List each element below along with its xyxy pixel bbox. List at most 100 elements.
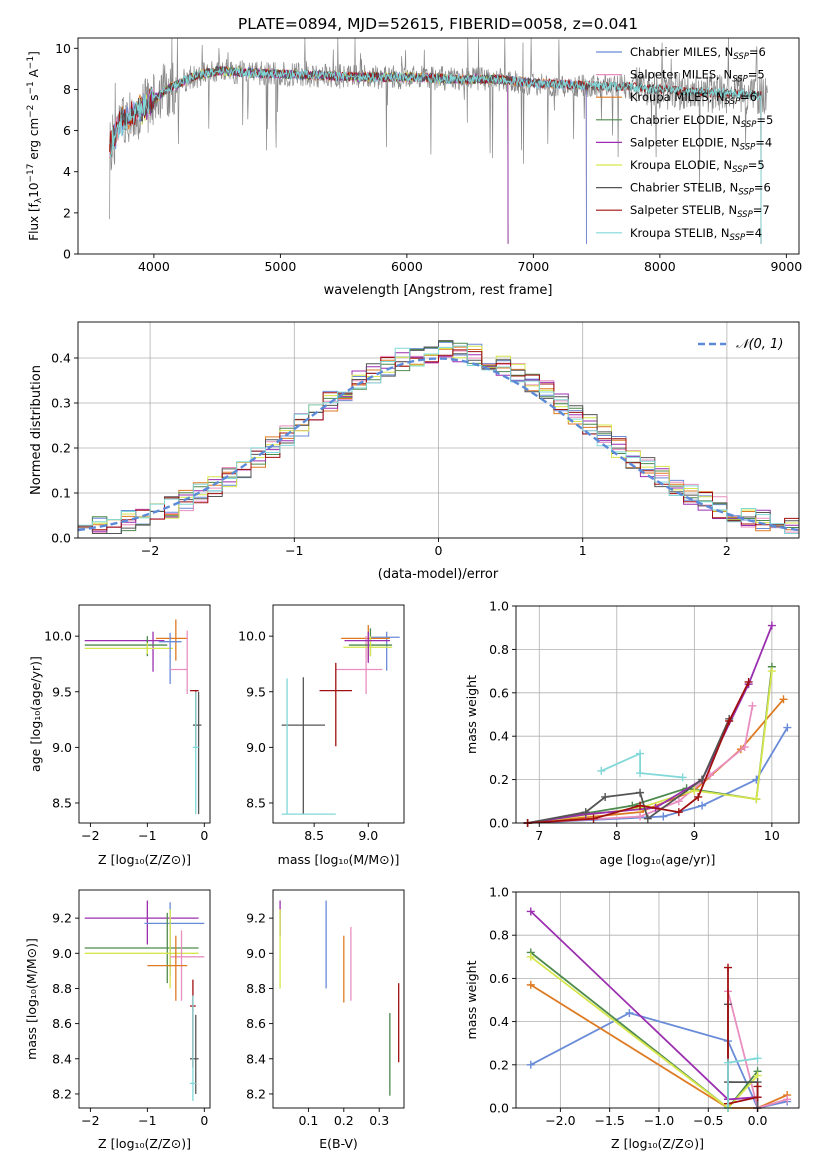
xtick-label: 10 <box>764 828 780 843</box>
mass-weight-marker <box>526 952 535 961</box>
mass-weight-line <box>600 752 683 779</box>
observed-spectrum <box>109 37 768 220</box>
panel-xlabel: age [log₁₀(age/yr)] <box>600 852 716 867</box>
spectrum-ytick-label: 0 <box>63 247 71 262</box>
residuals-ytick-label: 0.2 <box>51 441 71 456</box>
panel-frame <box>272 604 405 824</box>
ytick-label: 8.4 <box>246 1051 266 1066</box>
mass-weight-marker <box>698 801 707 810</box>
ytick-label: 10.0 <box>44 629 72 644</box>
mass-weight-marker <box>581 808 590 817</box>
panel-xlabel: Z [log₁₀(Z/Z⊙)] <box>98 1136 191 1151</box>
panel-ylabel: mass [log₁₀(M/M⊙)] <box>24 938 39 1060</box>
ytick-label: 8.4 <box>52 1051 72 1066</box>
residuals-ytick-label: 0.0 <box>51 531 71 546</box>
ytick-label: 10.0 <box>238 629 266 644</box>
ytick-label: 0.0 <box>489 1101 509 1116</box>
residuals-steps <box>78 340 799 534</box>
ytick-label: 9.5 <box>52 684 72 699</box>
spectrum-ytick-label: 4 <box>63 164 71 179</box>
xtick-label: 0 <box>200 828 208 843</box>
mass-weight-marker <box>659 812 668 821</box>
ytick-label: 8.5 <box>246 795 266 810</box>
residuals-normal-curve <box>77 357 800 532</box>
mass-weight-marker <box>636 788 645 797</box>
mass-weight-marker <box>767 621 776 630</box>
ytick-label: 0.8 <box>489 928 509 943</box>
mass-vs-ebv-panel: 0.1 0.2 0.3 8.2 8.4 8.6 8.8 9.0 9.2 E(B-V) <box>246 889 405 1151</box>
mass-weight-marker <box>748 701 757 710</box>
residuals-ylabel: Normed distribution <box>29 365 44 495</box>
xtick-label: 9 <box>690 828 698 843</box>
residuals-hist-kroupa-stelib <box>78 345 799 534</box>
mass-weight-marker <box>783 723 792 732</box>
mass-weight-marker <box>636 812 645 821</box>
ytick-label: 0.4 <box>489 729 509 744</box>
panel-ylabel: mass weight <box>464 675 479 754</box>
xtick-label: −1.5 <box>594 1113 624 1128</box>
mass-weight-marker <box>674 808 683 817</box>
ytick-label: 0.0 <box>489 816 509 831</box>
spectrum-xtick-label: 8000 <box>644 259 676 274</box>
xtick-label: −2 <box>81 828 99 843</box>
ytick-label: 9.2 <box>52 911 72 926</box>
xtick-label: 8 <box>613 828 621 843</box>
legend-label: Kroupa ELODIE, NSSP=5 <box>630 158 765 175</box>
ytick-label: 8.8 <box>52 981 72 996</box>
mass-weight-marker <box>744 677 753 686</box>
spectrum-xtick-label: 6000 <box>391 259 423 274</box>
spectrum-ytick-label: 10 <box>55 41 71 56</box>
xtick-label: 0.1 <box>298 1113 318 1128</box>
age-vs-z-panel: −2 −1 0 8.5 9.0 9.5 10.0 Z [log₁₀(Z/Z⊙)] age [lo… <box>28 604 211 867</box>
mass-weight-marker <box>690 786 699 795</box>
mass-weight-marker <box>636 769 645 778</box>
mass-weight-marker <box>753 1082 762 1091</box>
ytick-label: 9.0 <box>52 946 72 961</box>
mass-weight-marker <box>694 792 703 801</box>
panel-frame <box>272 889 405 1109</box>
mass-weight-marker <box>597 766 606 775</box>
panel-frame <box>78 604 211 824</box>
mass-weight-marker <box>725 717 734 726</box>
mass-weight-marker <box>526 1060 535 1069</box>
xtick-label: −1 <box>138 828 156 843</box>
mass-weight-marker <box>724 1058 733 1067</box>
mass-vs-z-panel: −2 −1 0 8.2 8.4 8.6 8.8 9.0 9.2 Z [log₁₀(Z/Z⊙)] ma… <box>24 889 211 1151</box>
ytick-label: 8.2 <box>52 1086 72 1101</box>
ytick-label: 0.6 <box>489 685 509 700</box>
spectrum-title: PLATE=0894, MJD=52615, FIBERID=0058, z=0… <box>238 15 638 33</box>
mass-weight-marker <box>625 1008 634 1017</box>
ytick-label: 1.0 <box>489 599 509 614</box>
mass-weight-marker <box>636 801 645 810</box>
residuals-ytick-label: 0.3 <box>51 396 71 411</box>
legend-label: Kroupa STELIB, NSSP=4 <box>630 226 762 243</box>
ytick-label: 0.6 <box>489 971 509 986</box>
mass-weight-marker <box>678 773 687 782</box>
ytick-label: 8.6 <box>52 1016 72 1031</box>
residuals-panel: −2 −1 0 1 2 0.0 0.1 0.2 0.3 0.4 (data-model)/erro… <box>29 321 800 582</box>
spectrum-legend: Chabrier MILES, NSSP=6 Salpeter MILES, NS… <box>596 45 773 243</box>
xtick-label: 0 <box>200 1113 208 1128</box>
ytick-label: 9.2 <box>246 911 266 926</box>
panel-xlabel: Z [log₁₀(Z/Z⊙)] <box>98 852 191 867</box>
panel-xlabel: E(B-V) <box>319 1136 358 1151</box>
mass-weight-marker <box>779 695 788 704</box>
mass-weight-marker <box>526 907 535 916</box>
spectrum-ylabel: Flux [fλ10−17 erg cm−2 s−1 A−1] <box>26 51 44 241</box>
ytick-label: 9.0 <box>52 740 72 755</box>
xtick-label: 0.2 <box>334 1113 354 1128</box>
ytick-label: 9.5 <box>246 684 266 699</box>
mass-weight-marker <box>643 814 652 823</box>
legend-label: Chabrier ELODIE, NSSP=5 <box>630 113 773 130</box>
mass-weight-marker <box>636 749 645 758</box>
residuals-xtick-label: 1 <box>579 543 587 558</box>
spectrum-frame <box>77 37 800 255</box>
mass-weight-marker <box>753 1093 762 1102</box>
ytick-label: 8.5 <box>52 795 72 810</box>
residuals-xlabel: (data-model)/error <box>378 567 499 582</box>
mass-weight-marker <box>752 795 761 804</box>
residuals-legend-label: 𝒩(0, 1) <box>736 337 783 352</box>
residuals-axes: −2 −1 0 1 2 0.0 0.1 0.2 0.3 0.4 <box>51 351 731 559</box>
massweight-vs-z-panel: −2.0 −1.5 −1.0 −0.5 0.0 0.0 0.2 0.4 0.6 0.8 1.0 Z [… <box>464 885 800 1151</box>
legend-label: Chabrier MILES, NSSP=6 <box>630 45 766 62</box>
